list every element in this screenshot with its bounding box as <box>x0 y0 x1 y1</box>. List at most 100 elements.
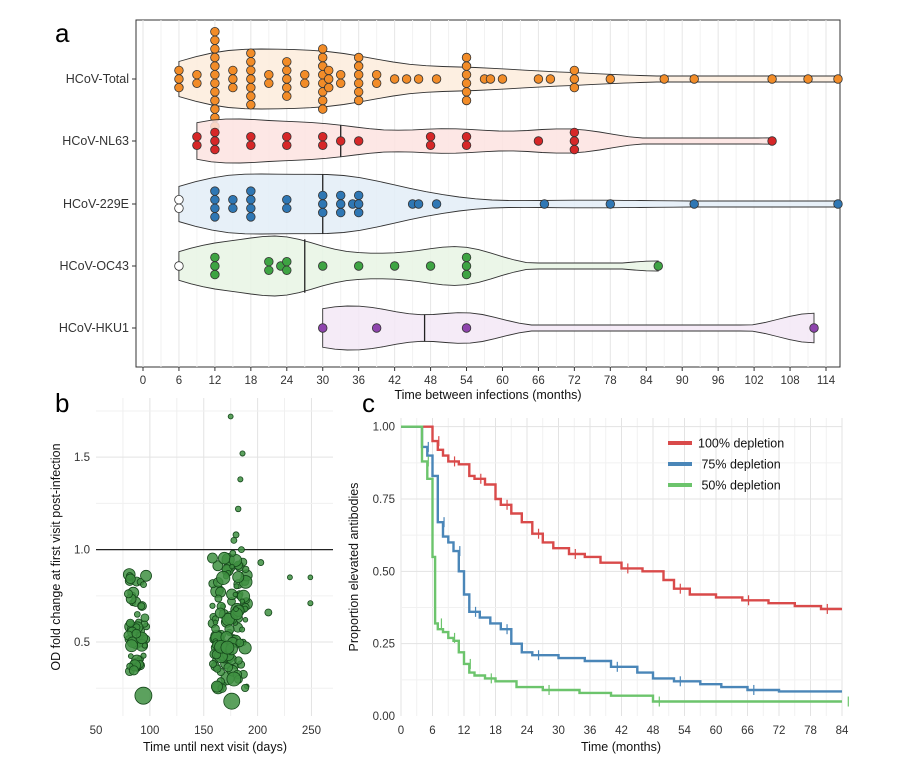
panel-a-category-label: HCoV-NL63 <box>62 134 129 148</box>
panel-b-point <box>210 680 223 693</box>
panel-a-x-tick-label: 24 <box>280 375 293 387</box>
point-HCoV-Total <box>353 52 364 63</box>
point-HCoV-Total <box>282 74 292 84</box>
panel-c-y-tick-label: 1.00 <box>373 422 395 434</box>
point-HCoV-229E <box>336 190 346 201</box>
panel-a-x-ticks: 0 6 12 18 24 30 36 42 48 54 60 66 72 78 84 90 96 102 108 11… <box>140 367 836 387</box>
panel-c-x-tick-label: 24 <box>521 725 534 737</box>
point-HCoV-Total <box>833 74 843 84</box>
point-HCoV-Total <box>246 65 256 76</box>
point-HCoV-Total <box>324 74 334 84</box>
point-HCoV-Total <box>689 74 699 84</box>
point-HCoV-Total <box>569 74 580 84</box>
point-HCoV-NL63 <box>461 131 472 142</box>
point-HCoV-Total <box>569 82 580 93</box>
panel-b-point <box>235 638 245 648</box>
point-HCoV-OC43 <box>210 252 220 263</box>
point-HCoV-Total <box>659 74 669 84</box>
point-HCoV-229E <box>246 186 256 196</box>
panel-b-point <box>207 552 218 564</box>
point-HCoV-Total <box>371 69 382 80</box>
point-HCoV-Total <box>282 91 292 101</box>
panel-b-point <box>140 613 150 623</box>
panel-c-x-tick-label: 60 <box>710 725 723 737</box>
panel-b-point <box>232 591 238 598</box>
point-HCoV-Total <box>353 95 364 106</box>
point-HCoV-OC43 <box>210 261 220 271</box>
point-HCoV-229E <box>228 203 238 214</box>
point-HCoV-Total <box>174 74 184 84</box>
panel-b-point <box>287 574 293 581</box>
panel-c-x-tick-label: 6 <box>429 725 435 737</box>
panel-b-point <box>226 671 242 687</box>
panel-a-x-tick-label: 90 <box>676 375 689 387</box>
point-HCoV-Total <box>336 69 346 80</box>
point-HCoV-NL63 <box>192 131 202 142</box>
panel-a-x-tick-label: 78 <box>604 375 617 387</box>
point-HCoV-229E <box>210 186 220 196</box>
point-HCoV-229E <box>174 194 184 205</box>
point-HCoV-229E <box>353 207 364 218</box>
point-HCoV-Total <box>803 74 813 84</box>
panel-b-y-tick-label: 1.0 <box>74 545 90 557</box>
point-HCoV-229E <box>210 203 220 214</box>
panel-c-x-ticks: 0 6 12 18 24 30 36 42 48 54 60 66 72 78 84 <box>398 725 849 737</box>
panel-c-y-tick-label: 0.00 <box>373 711 395 723</box>
point-HCoV-OC43 <box>425 261 436 271</box>
panel-b-point <box>212 560 224 572</box>
point-HCoV-Total <box>282 57 292 67</box>
point-HCoV-Total <box>210 44 220 54</box>
point-HCoV-NL63 <box>569 127 580 138</box>
point-HCoV-Total <box>210 27 220 37</box>
point-HCoV-OC43 <box>461 261 472 271</box>
panel-b-point <box>307 574 314 581</box>
point-HCoV-Total <box>192 69 202 80</box>
panel-b-point <box>232 531 240 539</box>
panel-b-point <box>238 546 245 554</box>
panel-b-point <box>229 549 237 557</box>
point-HCoV-229E <box>282 194 292 205</box>
panel-b-scatter-chart: 50 100 150 200 250 0.5 1.0 1.5 Time until next… <box>49 398 333 754</box>
point-HCoV-NL63 <box>192 140 202 151</box>
point-HCoV-Total <box>371 78 382 89</box>
point-HCoV-Total <box>174 65 184 76</box>
panel-c-y-axis-title: Proportion elevated antibodies <box>347 483 361 652</box>
point-HCoV-Total <box>318 95 328 106</box>
point-HCoV-NL63 <box>569 136 580 146</box>
point-HCoV-Total <box>282 82 292 93</box>
point-HCoV-229E <box>210 212 220 222</box>
panel-b-point <box>227 413 234 420</box>
panel-b-point <box>233 583 240 590</box>
panel-c-x-axis-title: Time (months) <box>581 740 661 754</box>
point-HCoV-Total <box>324 82 334 93</box>
panel-b-point <box>128 665 139 676</box>
panel-a-category-labels: HCoV-Total HCoV-NL63 HCoV-229E HCoV-OC43 HCo… <box>59 72 136 335</box>
point-HCoV-Total <box>533 74 544 84</box>
panel-a-violin-chart: HCoV-Total HCoV-NL63 HCoV-229E HCoV-OC43 HCo… <box>59 19 843 402</box>
panel-b-x-tick-label: 250 <box>302 725 321 737</box>
panel-c-x-tick-label: 12 <box>458 725 471 737</box>
point-HCoV-Total <box>246 82 256 93</box>
panel-b-point <box>239 626 246 633</box>
panel-b-point <box>220 640 235 655</box>
panel-c-survival-chart: 0 6 12 18 24 30 36 42 48 54 60 66 72 78 84 0.00 0.25 0.5… <box>347 418 849 754</box>
point-HCoV-NL63 <box>425 131 436 142</box>
panel-b-point <box>125 639 138 653</box>
panel-b-point <box>237 476 244 483</box>
point-HCoV-Total <box>605 74 616 84</box>
point-HCoV-229E <box>353 190 364 201</box>
panel-b-point <box>230 536 238 544</box>
point-HCoV-Total <box>282 65 292 76</box>
panel-c-x-tick-label: 18 <box>489 725 502 737</box>
panel-b-x-tick-label: 100 <box>140 725 159 737</box>
panel-a-x-tick-label: 12 <box>208 375 221 387</box>
point-HCoV-Total <box>353 61 364 71</box>
panel-a-category-label: HCoV-Total <box>66 72 129 86</box>
point-HCoV-HKU1 <box>318 323 328 333</box>
panel-b-point <box>131 628 142 639</box>
point-HCoV-229E <box>246 212 256 222</box>
point-HCoV-Total <box>300 78 310 89</box>
point-HCoV-Total <box>461 61 472 71</box>
point-HCoV-Total <box>210 35 220 46</box>
panel-a-category-label: HCoV-OC43 <box>60 259 130 273</box>
